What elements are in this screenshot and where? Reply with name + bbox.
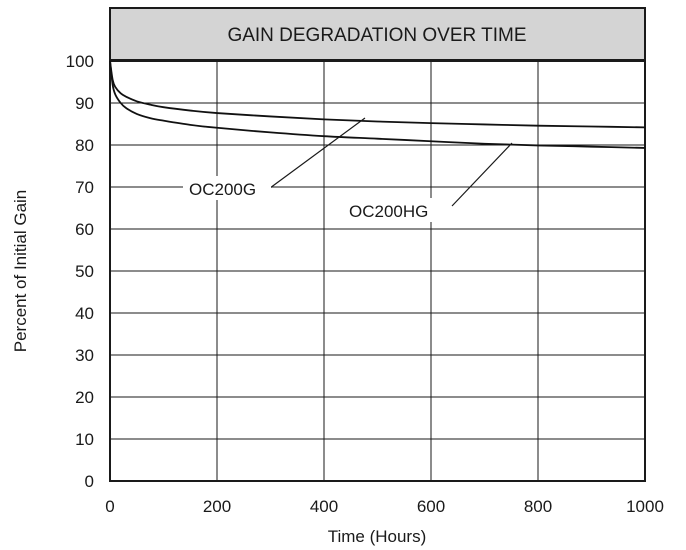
leader-line-oc200hg bbox=[451, 142, 513, 207]
label-bg-oc200hg bbox=[345, 198, 449, 222]
x-tick-labels: 0 200 400 600 800 1000 bbox=[105, 497, 664, 516]
y-tick-label: 90 bbox=[75, 94, 94, 113]
label-bg-oc200g bbox=[183, 176, 271, 200]
series-lines bbox=[109, 60, 646, 149]
x-tick-label: 200 bbox=[203, 497, 231, 516]
x-tick-label: 0 bbox=[105, 497, 114, 516]
chart-title: GAIN DEGRADATION OVER TIME bbox=[227, 25, 526, 46]
y-tick-label: 60 bbox=[75, 220, 94, 239]
y-tick-label: 10 bbox=[75, 430, 94, 449]
x-tick-label: 1000 bbox=[626, 497, 664, 516]
y-tick-label: 30 bbox=[75, 346, 94, 365]
x-tick-label: 800 bbox=[524, 497, 552, 516]
leader-line-oc200g bbox=[269, 117, 366, 189]
x-tick-label: 600 bbox=[417, 497, 445, 516]
y-tick-label: 40 bbox=[75, 304, 94, 323]
y-tick-label: 20 bbox=[75, 388, 94, 407]
y-tick-label: 50 bbox=[75, 262, 94, 281]
annotations: OC200G OC200HG bbox=[183, 117, 513, 222]
annotation-oc200g: OC200G bbox=[189, 180, 256, 199]
title-banner bbox=[109, 7, 646, 61]
x-axis-title: Time (Hours) bbox=[328, 527, 427, 546]
annotation-oc200hg: OC200HG bbox=[349, 202, 428, 221]
x-tick-label: 400 bbox=[310, 497, 338, 516]
series-line-oc200hg bbox=[109, 60, 646, 149]
y-axis-title: Percent of Initial Gain bbox=[11, 190, 30, 353]
grid-lines bbox=[110, 61, 645, 481]
series-line-oc200g bbox=[109, 60, 646, 129]
plot-frame bbox=[109, 60, 646, 482]
y-tick-label: 100 bbox=[66, 52, 94, 71]
y-tick-label: 70 bbox=[75, 178, 94, 197]
y-tick-label: 0 bbox=[85, 472, 94, 491]
y-tick-label: 80 bbox=[75, 136, 94, 155]
y-tick-labels: 0 10 20 30 40 50 60 70 80 90 100 bbox=[66, 52, 94, 491]
